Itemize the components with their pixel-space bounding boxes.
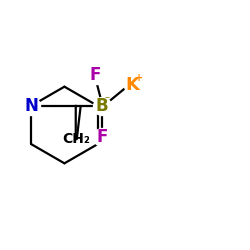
Text: ⁻: ⁻: [104, 96, 110, 106]
Text: K: K: [126, 76, 140, 94]
Text: F: F: [90, 66, 101, 84]
Text: B: B: [96, 97, 108, 115]
Text: CH₂: CH₂: [62, 132, 90, 146]
Text: +: +: [136, 73, 143, 83]
Text: F: F: [96, 128, 108, 146]
Text: N: N: [24, 97, 38, 115]
